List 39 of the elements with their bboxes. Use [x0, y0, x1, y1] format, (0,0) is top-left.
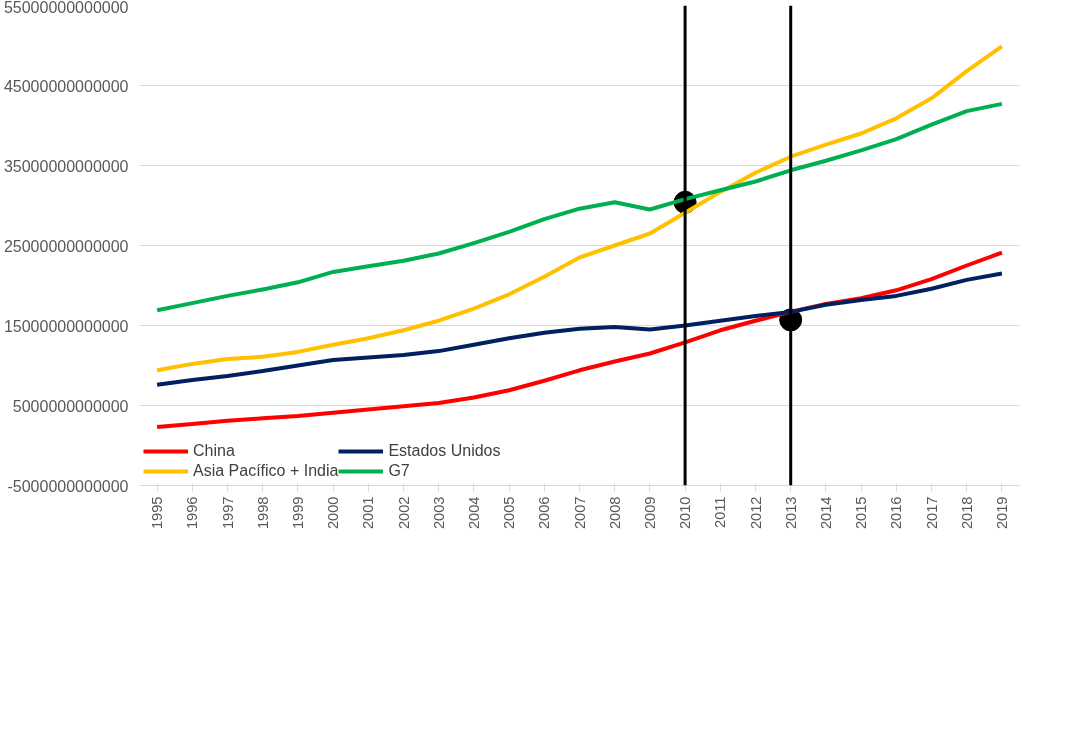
x-tick-label: 2019	[993, 496, 1010, 530]
x-tick-label: 1997	[219, 496, 236, 530]
x-tick-label: 2011	[712, 496, 729, 529]
x-tick-label: 2001	[360, 496, 377, 530]
x-tick-label: 2000	[325, 496, 342, 530]
x-tick-label: 2017	[923, 496, 940, 530]
x-tick-label: 1999	[289, 496, 306, 530]
x-tick-label: 2015	[853, 496, 870, 530]
legend-label: G7	[388, 462, 410, 480]
x-tick-label: 2010	[677, 496, 694, 530]
x-tick-label: 2009	[641, 496, 658, 530]
legend-label: China	[193, 442, 235, 460]
y-tick-label: 55000000000000	[3, 0, 129, 16]
x-tick-label: 2008	[606, 496, 623, 530]
x-tick-label: 2018	[958, 496, 975, 530]
x-tick-label: 1995	[149, 496, 166, 530]
legend-label: Estados Unidos	[388, 442, 501, 460]
x-tick-label: 2013	[782, 496, 799, 530]
x-tick-label: 1996	[184, 496, 201, 530]
x-tick-label: 2007	[571, 496, 588, 530]
x-tick-label: 2016	[888, 496, 905, 530]
y-tick-label: 15000000000000	[3, 317, 129, 335]
x-tick-label: 2002	[395, 496, 412, 530]
legend-label: Asia Pacífico + India	[193, 462, 339, 480]
y-tick-label: 45000000000000	[3, 77, 129, 95]
y-tick-label: -5000000000000	[7, 477, 129, 495]
x-tick-label: 2005	[501, 496, 518, 530]
x-tick-label: 1998	[254, 496, 271, 530]
x-tick-label: 2006	[536, 496, 553, 530]
y-tick-label: 5000000000000	[12, 397, 129, 415]
line-series	[155, 271, 1004, 387]
y-tick-label: 35000000000000	[3, 157, 129, 175]
line-series	[155, 44, 1004, 373]
x-tick-label: 2012	[747, 496, 764, 530]
y-tick-label: 25000000000000	[3, 237, 129, 255]
x-tick-label: 2004	[465, 496, 482, 530]
x-tick-label: 2014	[817, 496, 834, 530]
line-series	[155, 101, 1004, 313]
x-tick-label: 2003	[430, 496, 447, 530]
